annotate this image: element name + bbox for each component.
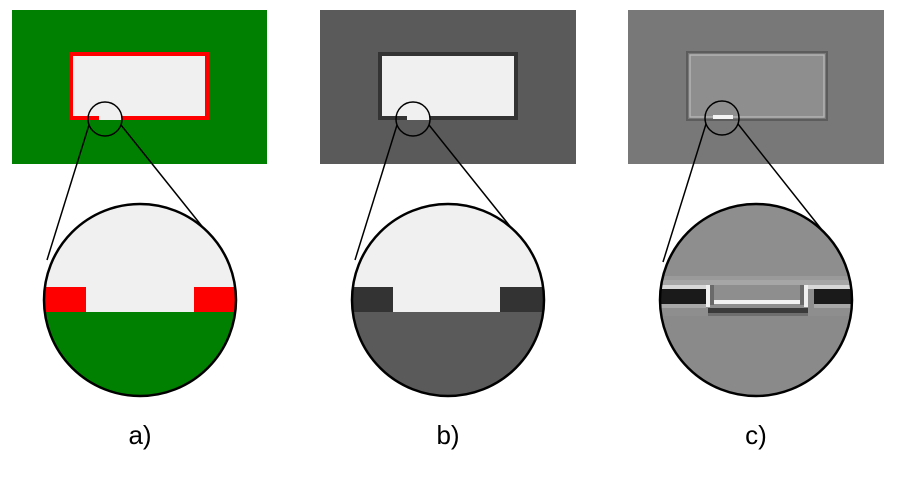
panel-b-caption: b) [436,420,460,450]
panel-a-magnified-view [44,204,236,396]
panel-b-magnified-circle-outline [350,202,546,398]
panel-a-border-gap [99,114,122,120]
panel-a-zoom-border-right [194,287,236,312]
panel-c-inner-rectangle [689,54,825,118]
panel-b-zoom-border-right [500,287,544,312]
panel-b [320,10,576,398]
panel-b-zoom-line-right [428,124,514,231]
panel-b-border-gap [407,114,430,120]
panel-c-border-gap [713,115,733,119]
panel-a [12,10,267,398]
panel-c-inner-rectangle-shadow [686,51,828,121]
panel-b-zoom-line-left [354,124,398,261]
panel-b-inner-rectangle [378,52,518,120]
panel-c-zoom-line-right [737,123,823,231]
panel-b-focus-circle [395,101,431,137]
panel-b-zoom-border-left [352,287,393,312]
panel-c-focus-circle [704,100,740,136]
panel-a-zoom-line-left [46,124,90,261]
panel-a-zoom-border-left [44,287,86,312]
panel-c-zoom-line-left [662,123,707,263]
panel-b-magnified-view [352,204,544,396]
panel-a-zoom-line-right [120,124,206,231]
panel-c-caption: c) [745,420,767,450]
panel-a-focus-circle [87,101,123,137]
panel-a-magnified-circle-outline [42,202,238,398]
panel-a-caption: a) [128,420,152,450]
panel-c-magnified-view [660,204,852,396]
panel-c [628,10,884,398]
panel-c-magnified-circle-outline [658,202,854,398]
